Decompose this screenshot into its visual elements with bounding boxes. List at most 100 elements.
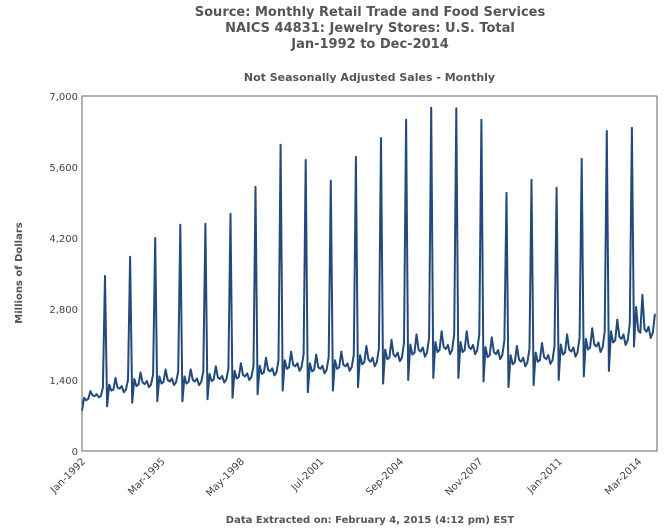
data-point xyxy=(564,352,566,354)
data-point xyxy=(142,381,144,384)
data-point xyxy=(549,363,551,365)
data-point xyxy=(505,192,508,194)
data-point xyxy=(591,327,593,329)
data-point xyxy=(420,351,422,353)
data-point xyxy=(173,384,175,386)
data-point xyxy=(478,333,480,335)
data-point xyxy=(457,377,459,379)
data-point xyxy=(645,331,648,333)
data-point xyxy=(522,357,524,359)
data-point xyxy=(411,354,413,356)
data-point xyxy=(317,366,319,368)
data-point xyxy=(162,381,165,383)
x-tick-label: Nov-2007 xyxy=(443,456,485,498)
data-point xyxy=(466,330,468,332)
data-point xyxy=(468,346,470,348)
data-point xyxy=(633,345,635,348)
x-tick-label: Jul-2001 xyxy=(289,456,327,494)
data-point xyxy=(330,180,332,182)
data-point xyxy=(480,119,482,121)
data-point xyxy=(524,365,526,367)
data-point xyxy=(610,330,612,332)
data-point xyxy=(288,366,290,368)
data-point xyxy=(246,372,248,375)
data-point xyxy=(196,377,198,380)
data-point xyxy=(175,381,177,383)
data-point xyxy=(426,352,428,354)
data-point xyxy=(576,352,579,354)
data-point xyxy=(595,345,597,348)
chart-title-line3: Jan-1992 to Dec-2014 xyxy=(291,37,449,52)
data-point xyxy=(635,306,637,308)
data-point xyxy=(551,359,554,361)
data-point xyxy=(587,348,589,351)
x-tick-label: May-1998 xyxy=(204,456,247,499)
data-point xyxy=(581,158,583,160)
data-point xyxy=(399,360,401,362)
data-point xyxy=(372,357,374,359)
data-point xyxy=(359,354,361,356)
data-point xyxy=(392,354,395,356)
data-point xyxy=(415,333,418,335)
data-point xyxy=(620,338,623,340)
data-point xyxy=(248,379,250,381)
data-point xyxy=(639,332,641,334)
data-point xyxy=(553,345,556,347)
data-point xyxy=(367,359,370,361)
data-point xyxy=(349,370,351,372)
data-point xyxy=(139,371,142,373)
data-point xyxy=(269,370,271,372)
data-point xyxy=(234,370,236,372)
data-point xyxy=(323,372,326,375)
data-point xyxy=(472,344,474,346)
data-point xyxy=(597,341,600,344)
x-tick-label: Mar-2014 xyxy=(603,456,644,497)
data-point xyxy=(282,390,284,392)
data-point xyxy=(213,378,215,381)
data-point xyxy=(599,351,602,353)
y-tick-label: 1,400 xyxy=(49,376,78,387)
data-point xyxy=(146,380,148,382)
data-point xyxy=(516,345,518,347)
data-point xyxy=(589,346,591,349)
data-point xyxy=(225,378,227,381)
data-point xyxy=(654,313,656,315)
x-tick-label: Mar-1995 xyxy=(126,456,167,497)
data-point xyxy=(321,365,324,367)
data-point xyxy=(562,354,564,356)
data-point xyxy=(514,361,516,363)
data-point xyxy=(625,344,627,346)
data-point xyxy=(254,186,257,188)
data-point xyxy=(618,336,620,338)
data-point xyxy=(361,363,363,365)
x-tick-label: Jan-1992 xyxy=(48,456,88,496)
data-point xyxy=(566,333,568,335)
data-point xyxy=(436,351,439,353)
data-point xyxy=(121,385,123,387)
chart-subtitle: Not Seasonally Adjusted Sales - Monthly xyxy=(243,71,496,84)
data-point xyxy=(154,237,156,239)
data-point xyxy=(277,359,280,361)
data-point xyxy=(407,379,409,381)
data-point xyxy=(179,224,181,226)
data-point xyxy=(376,361,378,363)
data-point xyxy=(470,348,472,350)
data-point xyxy=(363,361,365,363)
data-point xyxy=(110,390,112,392)
data-point xyxy=(447,344,449,346)
data-point xyxy=(369,361,372,363)
data-point xyxy=(208,373,211,375)
data-point xyxy=(106,405,108,407)
data-point xyxy=(200,381,202,383)
data-point xyxy=(499,358,501,360)
data-point xyxy=(397,352,399,354)
y-tick-label: 4,200 xyxy=(49,234,78,245)
y-tick-label: 7,000 xyxy=(49,92,78,103)
data-point xyxy=(476,349,478,351)
data-point xyxy=(89,390,91,392)
data-point xyxy=(424,356,426,358)
data-point xyxy=(192,379,194,381)
data-point xyxy=(353,354,355,356)
data-point xyxy=(388,357,390,359)
data-point xyxy=(307,391,309,393)
